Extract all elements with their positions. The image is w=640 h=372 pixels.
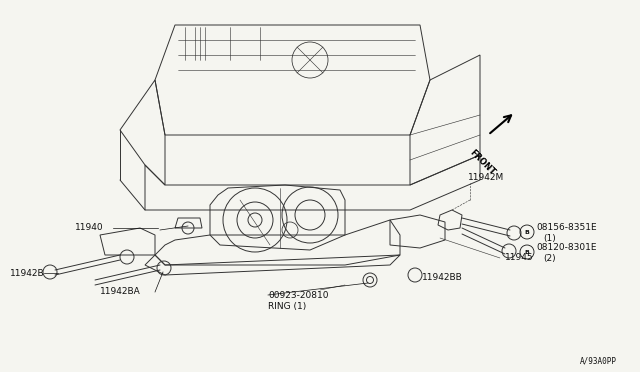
Text: 11940: 11940 <box>75 224 104 232</box>
Text: 08120-8301E: 08120-8301E <box>536 244 596 253</box>
Text: RING (1): RING (1) <box>268 302 307 311</box>
Text: 11945: 11945 <box>505 253 534 263</box>
Text: 11942BA: 11942BA <box>100 288 141 296</box>
Text: 11942BB: 11942BB <box>422 273 463 282</box>
Text: B: B <box>525 230 529 234</box>
Text: 11942M: 11942M <box>468 173 504 183</box>
Text: 08156-8351E: 08156-8351E <box>536 224 596 232</box>
Text: (2): (2) <box>543 253 556 263</box>
Text: 00923-20810: 00923-20810 <box>268 291 328 299</box>
Text: 11942B: 11942B <box>10 269 45 278</box>
Text: B: B <box>525 250 529 254</box>
Text: FRONT: FRONT <box>468 148 497 177</box>
Text: A/93A0PP: A/93A0PP <box>580 356 617 365</box>
Text: (1): (1) <box>543 234 556 243</box>
